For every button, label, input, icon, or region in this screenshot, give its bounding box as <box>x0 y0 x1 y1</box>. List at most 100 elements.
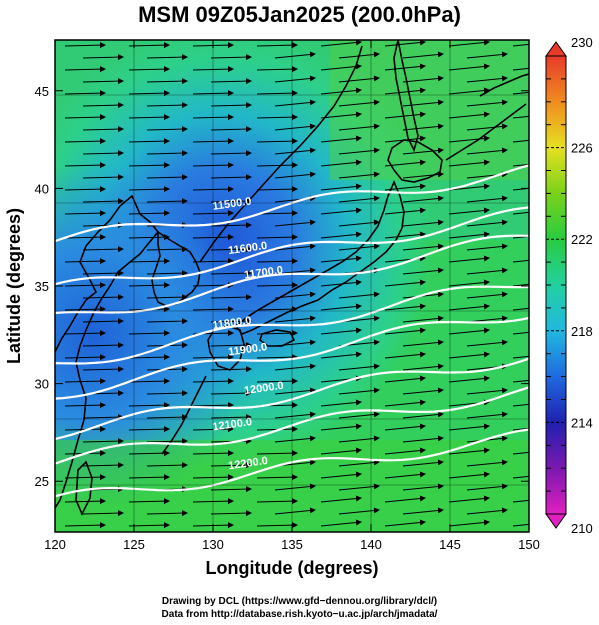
colorbar-tick-label: 230 <box>571 35 593 50</box>
wind-vector <box>256 282 298 289</box>
wind-vector <box>146 246 188 253</box>
wind-vector <box>338 411 380 419</box>
wind-vector <box>320 207 362 215</box>
wind-vector <box>256 234 298 241</box>
x-tick-label: 130 <box>202 537 224 552</box>
wind-vector <box>82 414 124 421</box>
wind-vector <box>210 174 252 181</box>
wind-vector <box>146 390 188 397</box>
wind-vector <box>512 451 529 455</box>
wind-vector <box>402 507 444 515</box>
wind-vector <box>402 435 444 443</box>
wind-vector <box>448 279 490 287</box>
wind-vector <box>274 147 316 155</box>
wind-vector <box>256 90 298 97</box>
wind-vector <box>64 474 106 481</box>
wind-vector <box>83 537 123 538</box>
wind-vector <box>437 531 444 532</box>
x-tick-label: 135 <box>281 537 303 552</box>
wind-vector <box>128 90 170 97</box>
wind-vector <box>338 75 380 83</box>
coastline-china <box>55 194 160 509</box>
wind-vector <box>448 111 490 119</box>
wind-vector <box>338 291 380 299</box>
wind-vector <box>82 366 124 373</box>
wind-vector <box>384 471 426 479</box>
wind-vector <box>320 471 362 479</box>
wind-vector <box>128 474 170 481</box>
colorbar-tick-label: 226 <box>571 141 593 156</box>
wind-vector <box>448 255 490 263</box>
wind-vector <box>128 498 170 505</box>
wind-vector <box>210 390 252 397</box>
wind-vector <box>210 150 252 157</box>
wind-vector <box>256 162 298 169</box>
wind-vector <box>82 198 124 205</box>
wind-vector <box>146 198 188 205</box>
wind-vector <box>448 207 490 215</box>
wind-vector <box>448 40 490 47</box>
wind-vector <box>448 351 490 359</box>
wind-vector <box>384 40 426 47</box>
wind-vector <box>128 522 170 529</box>
wind-vector <box>384 303 426 311</box>
wind-vector <box>128 378 170 385</box>
wind-vector <box>402 75 444 83</box>
y-tick-label: 35 <box>35 279 49 294</box>
wind-vector <box>128 138 170 145</box>
wind-vector <box>466 75 508 83</box>
wind-vector <box>320 111 362 119</box>
wind-vector <box>448 159 490 167</box>
x-tick-label: 120 <box>44 537 66 552</box>
wind-vector <box>210 342 252 349</box>
wind-vector <box>320 447 362 455</box>
wind-vector <box>274 411 316 419</box>
wind-vector <box>466 195 508 203</box>
wind-vector <box>274 387 316 395</box>
y-axis-tick-labels: 25 30 35 40 45 <box>35 84 49 489</box>
wind-vector <box>338 99 380 107</box>
wind-vector <box>466 339 508 347</box>
wind-vector <box>402 387 444 395</box>
coastline-kurils <box>445 103 527 161</box>
wind-vector <box>82 150 124 157</box>
wind-vector <box>512 283 529 287</box>
wind-vector <box>512 211 529 215</box>
x-tick-label: 145 <box>439 537 461 552</box>
wind-vector <box>274 243 316 251</box>
wind-vector <box>128 258 170 265</box>
wind-vector <box>512 259 529 263</box>
wind-vector <box>146 126 188 133</box>
wind-vector <box>64 138 106 145</box>
wind-vector <box>210 126 252 133</box>
graticule <box>55 40 529 532</box>
wind-vector <box>64 498 106 505</box>
wind-vector <box>338 219 380 227</box>
wind-vector <box>338 363 380 371</box>
wind-vector <box>256 330 298 337</box>
wind-vector <box>82 294 124 301</box>
wind-vector <box>466 51 508 59</box>
wind-vector <box>512 307 529 311</box>
wind-vector <box>256 450 298 457</box>
wind-vector <box>338 387 380 395</box>
wind-vector <box>466 387 508 395</box>
wind-vector <box>274 75 316 83</box>
wind-vector <box>64 354 106 361</box>
wind-vector <box>82 342 124 349</box>
wind-vector <box>466 99 508 107</box>
wind-vector <box>512 331 529 335</box>
wind-vector <box>338 147 380 155</box>
wind-vector <box>466 219 508 227</box>
wind-vector <box>320 135 362 143</box>
wind-vector <box>256 522 298 529</box>
wind-vector <box>512 355 529 359</box>
coastline-kyushu <box>207 325 245 371</box>
wind-vector <box>402 219 444 227</box>
contour-label: 12200.0 <box>228 455 269 472</box>
x-tick-label: 150 <box>518 537 540 552</box>
wind-vector <box>210 366 252 373</box>
wind-vector <box>210 270 252 277</box>
credit-drawing: Drawing by DCL (https://www.gfd−dennou.o… <box>161 596 438 607</box>
wind-vector <box>274 99 316 107</box>
